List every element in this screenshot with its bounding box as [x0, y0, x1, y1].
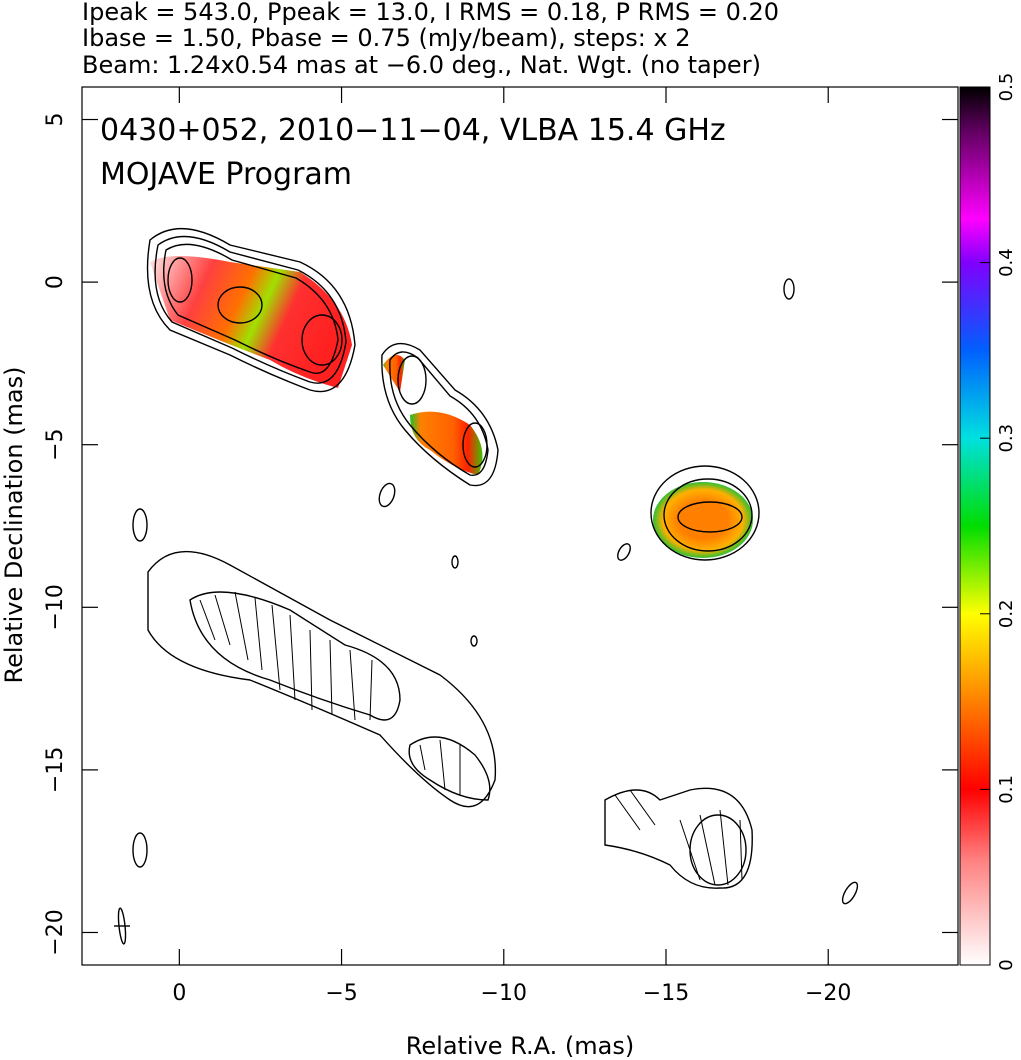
y-tick-label: −10 — [43, 584, 68, 630]
contour — [163, 243, 339, 374]
y-tick-label: 0 — [43, 275, 68, 289]
evpa-ticks — [199, 591, 743, 886]
map-annotation: MOJAVE Program — [100, 157, 352, 192]
plot-frame — [81, 86, 959, 966]
pol-patch — [410, 411, 483, 475]
contour — [154, 235, 347, 384]
contour — [462, 422, 488, 468]
colorbar-tick-label: 0.5 — [996, 73, 1017, 102]
pol-patch — [383, 355, 405, 392]
contour — [841, 881, 859, 905]
colorbar — [959, 86, 991, 966]
colorbar-tick-label: 0.2 — [996, 599, 1017, 628]
colorbar-tick-label: 0.4 — [996, 248, 1017, 277]
contour — [604, 787, 753, 889]
polarized-intensity-contours — [147, 551, 753, 889]
x-tick-label: −10 — [481, 981, 527, 1006]
polarization-image — [150, 256, 753, 558]
beam — [114, 907, 130, 945]
y-tick-label: −5 — [43, 428, 68, 460]
pol-patch — [150, 256, 352, 388]
contour — [189, 591, 401, 721]
x-tick-label: 0 — [172, 981, 186, 1006]
map-annotation: 0430+052, 2010−11−04, VLBA 15.4 GHz — [100, 113, 726, 148]
contour — [378, 482, 396, 508]
header-line: Beam: 1.24x0.54 mas at −6.0 deg., Nat. W… — [82, 51, 761, 79]
contour — [617, 543, 631, 561]
colorbar-tick-label: 0.1 — [996, 775, 1017, 804]
x-tick-label: −20 — [805, 981, 851, 1006]
contour — [217, 286, 263, 324]
contour — [397, 355, 427, 405]
x-tick-label: −5 — [325, 981, 357, 1006]
contour — [132, 508, 148, 542]
contour — [408, 736, 491, 801]
colorbar-tick-label: 0.3 — [996, 424, 1017, 453]
y-tick-label: −20 — [43, 909, 68, 955]
contour — [677, 501, 743, 533]
contour — [650, 465, 760, 561]
contour — [167, 257, 193, 303]
y-tick-label: −15 — [43, 747, 68, 793]
axes-box — [81, 86, 959, 966]
y-tick-label: 5 — [43, 113, 68, 127]
contour — [663, 478, 753, 552]
contour — [783, 278, 795, 300]
x-tick-label: −15 — [643, 981, 689, 1006]
contour — [381, 342, 499, 487]
contour — [470, 635, 478, 647]
header-line: Ibase = 1.50, Pbase = 0.75 (mJy/beam), s… — [82, 24, 691, 52]
contour — [146, 228, 356, 393]
contour — [132, 832, 148, 868]
contour — [451, 555, 459, 569]
contour — [147, 551, 497, 808]
colorbar-tick-label: 0 — [996, 959, 1017, 970]
total-intensity-contours — [132, 228, 859, 905]
x-axis-label: Relative R.A. (mas) — [406, 1032, 634, 1060]
pol-patch — [653, 482, 753, 558]
y-axis-label: Relative Declination (mas) — [0, 366, 28, 683]
contour — [301, 314, 343, 366]
header-line: Ipeak = 543.0, Ppeak = 13.0, I RMS = 0.1… — [82, 0, 779, 26]
